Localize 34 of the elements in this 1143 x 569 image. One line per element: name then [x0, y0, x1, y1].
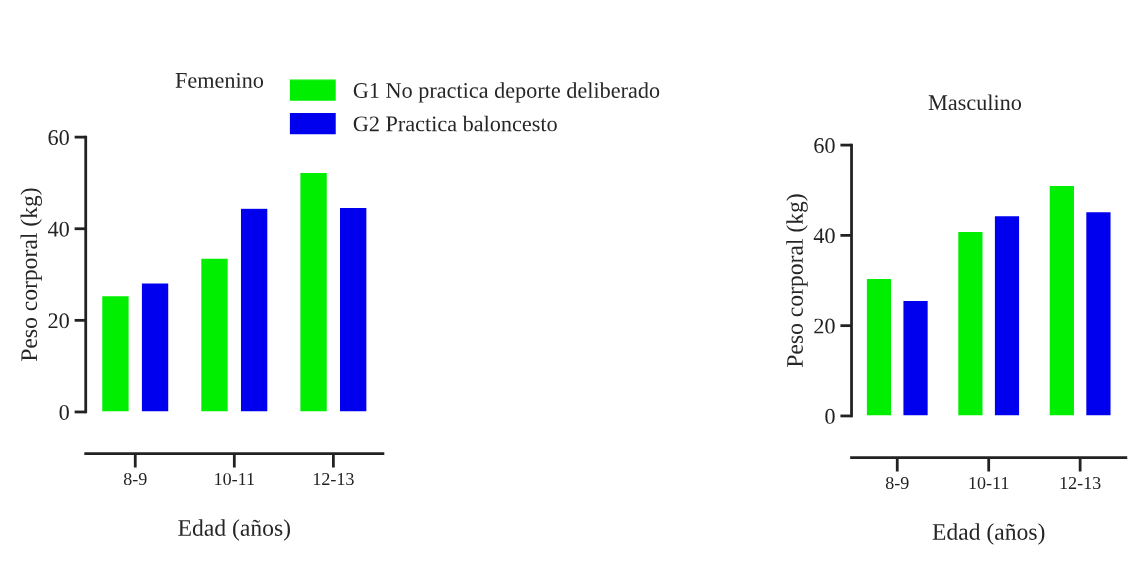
y-tick-label: 60: [814, 138, 835, 154]
y-tick-label: 0: [59, 404, 69, 420]
bar: [298, 171, 329, 412]
x-tick-label: 8-9: [885, 476, 909, 490]
x-axis-title: Edad (años): [932, 523, 1045, 545]
x-tick-label: 8-9: [123, 472, 147, 486]
bar: [199, 257, 230, 412]
legend-label: G1 No practica deporte deliberado: [353, 82, 660, 103]
chart-title: Masculino: [928, 94, 1022, 111]
x-tick-label: 12-13: [313, 472, 354, 486]
x-tick-label: 12-13: [1060, 476, 1101, 490]
x-tick-label: 10-11: [215, 472, 254, 486]
y-axis-title: Peso corporal (kg): [20, 188, 42, 362]
chart-title: Femenino: [175, 72, 264, 88]
x-tick-label: 10-11: [969, 476, 1009, 490]
x-axis-title: Edad (años): [178, 519, 290, 541]
bar: [1048, 184, 1076, 416]
bar: [902, 299, 930, 416]
y-tick-label: 60: [48, 130, 69, 146]
y-tick-label: 20: [814, 318, 835, 334]
bar: [1084, 210, 1112, 416]
bar: [956, 230, 984, 416]
y-tick-label: 40: [47, 221, 69, 237]
bar: [338, 206, 368, 412]
bar: [140, 282, 170, 412]
y-tick-label: 20: [48, 313, 69, 329]
y-tick-label: 40: [813, 228, 835, 244]
bar: [865, 277, 893, 416]
y-tick-label: 0: [825, 408, 835, 424]
legend-label: G2 Practica baloncesto: [353, 115, 557, 132]
bar: [100, 294, 131, 412]
y-axis-title: Peso corporal (kg): [786, 194, 808, 368]
bar: [993, 214, 1021, 416]
bar: [239, 207, 269, 412]
